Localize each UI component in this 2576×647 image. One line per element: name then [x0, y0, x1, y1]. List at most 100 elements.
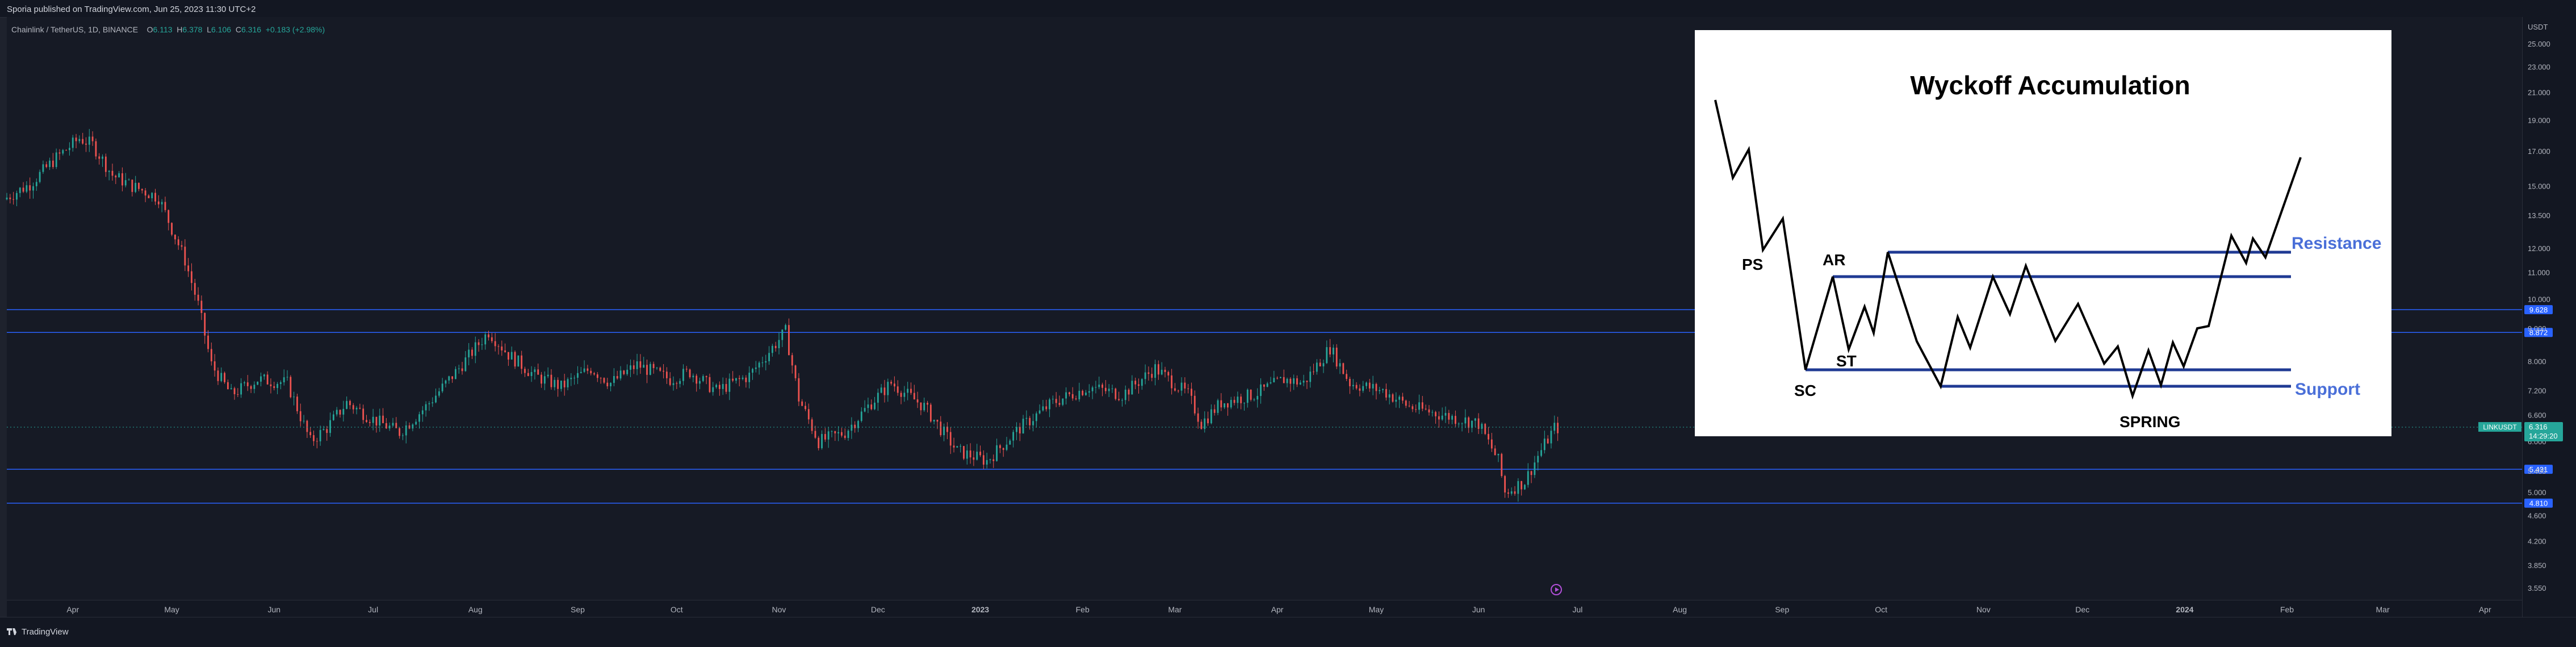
candle-body	[240, 383, 242, 395]
candle-body	[1280, 377, 1281, 378]
candle-body	[940, 421, 942, 436]
candle-body	[1309, 371, 1312, 382]
label-sc: SC	[1794, 382, 1816, 399]
open-label: O	[146, 25, 153, 34]
candle-body	[382, 415, 384, 423]
candle-body	[1524, 485, 1526, 490]
low-label: L	[207, 25, 212, 34]
candle-body	[1481, 424, 1483, 429]
candle-body	[821, 434, 823, 448]
time-tick-label: Nov	[1976, 605, 1991, 614]
price-tick-label: 5.000	[2528, 489, 2546, 497]
time-axis[interactable]	[7, 600, 2522, 617]
candle-body	[1157, 364, 1159, 375]
candle-body	[375, 416, 378, 426]
candle-body	[659, 368, 661, 371]
candle-body	[1335, 348, 1338, 367]
candle-body	[207, 335, 209, 349]
candle-body	[1029, 418, 1031, 425]
replay-play-icon[interactable]	[1551, 584, 1562, 595]
candle-body	[329, 420, 331, 433]
candle-body	[488, 334, 489, 337]
candle-body	[798, 378, 800, 402]
candle-body	[85, 143, 87, 145]
candle-body	[854, 424, 856, 428]
candle-body	[220, 373, 223, 381]
candle-body	[438, 391, 440, 396]
candle-body	[929, 404, 932, 422]
candle-body	[1339, 363, 1341, 367]
candle-body	[725, 384, 727, 392]
candle-body	[870, 404, 873, 410]
candle-body	[900, 393, 902, 397]
open-value: 6.113	[153, 25, 173, 34]
price-axis[interactable]	[2522, 17, 2576, 617]
candle-body	[233, 388, 236, 394]
candle-body	[1227, 403, 1229, 408]
candle-body	[936, 419, 939, 422]
candle-body	[1071, 394, 1074, 399]
candle-body	[82, 139, 84, 144]
candle-body	[1444, 413, 1447, 416]
candle-body	[138, 182, 140, 189]
price-tick-label: 10.000	[2528, 295, 2550, 304]
candle-body	[778, 340, 780, 348]
tradingview-brand[interactable]: TradingView	[7, 627, 69, 637]
candle-body	[705, 376, 707, 377]
candle-body	[1101, 385, 1103, 388]
candle-body	[1042, 406, 1044, 411]
candle-body	[366, 420, 367, 422]
candle-body	[313, 435, 315, 441]
candle-body	[1421, 402, 1423, 409]
candle-body	[841, 432, 843, 436]
candle-body	[689, 369, 691, 378]
candle-body	[144, 190, 146, 196]
candle-body	[1510, 491, 1513, 494]
candle-body	[738, 378, 740, 379]
candle-body	[55, 152, 57, 167]
candle-body	[623, 370, 625, 374]
candle-body	[58, 152, 61, 154]
candle-body	[652, 364, 655, 368]
candle-body	[1550, 431, 1552, 444]
candle-body	[1250, 390, 1252, 400]
candle-body	[141, 189, 143, 191]
currency-label: USDT	[2528, 23, 2548, 31]
candle-body	[22, 187, 24, 192]
candle-body	[1501, 454, 1503, 477]
candle-body	[543, 376, 546, 384]
candle-body	[1016, 427, 1017, 432]
candle-body	[441, 383, 443, 391]
candle-body	[1296, 378, 1298, 385]
candle-body	[1085, 393, 1087, 395]
candle-body	[874, 402, 876, 410]
candle-body	[910, 389, 912, 393]
candle-body	[907, 389, 909, 393]
candle-body	[1091, 387, 1094, 391]
candle-body	[969, 450, 971, 458]
candle-body	[596, 374, 598, 378]
candle-body	[774, 345, 777, 348]
candle-body	[745, 377, 747, 382]
candle-body	[1438, 416, 1440, 420]
time-tick-label: Aug	[468, 605, 483, 614]
candle-body	[1540, 450, 1542, 456]
candle-body	[1349, 379, 1351, 386]
candle-body	[1210, 409, 1212, 424]
candle-body	[1233, 399, 1235, 403]
candle-body	[883, 387, 886, 395]
candle-body	[847, 431, 849, 439]
candle-body	[1329, 347, 1331, 354]
candle-body	[481, 344, 483, 345]
candle-body	[630, 365, 631, 370]
candle-body	[517, 355, 520, 367]
time-tick-label: Dec	[2075, 605, 2089, 614]
candle-body	[824, 434, 826, 440]
candle-body	[541, 374, 542, 384]
candle-body	[788, 325, 790, 356]
candle-body	[1332, 348, 1334, 354]
candle-body	[1468, 417, 1470, 428]
candle-body	[1477, 418, 1480, 429]
candle-body	[1256, 396, 1259, 400]
